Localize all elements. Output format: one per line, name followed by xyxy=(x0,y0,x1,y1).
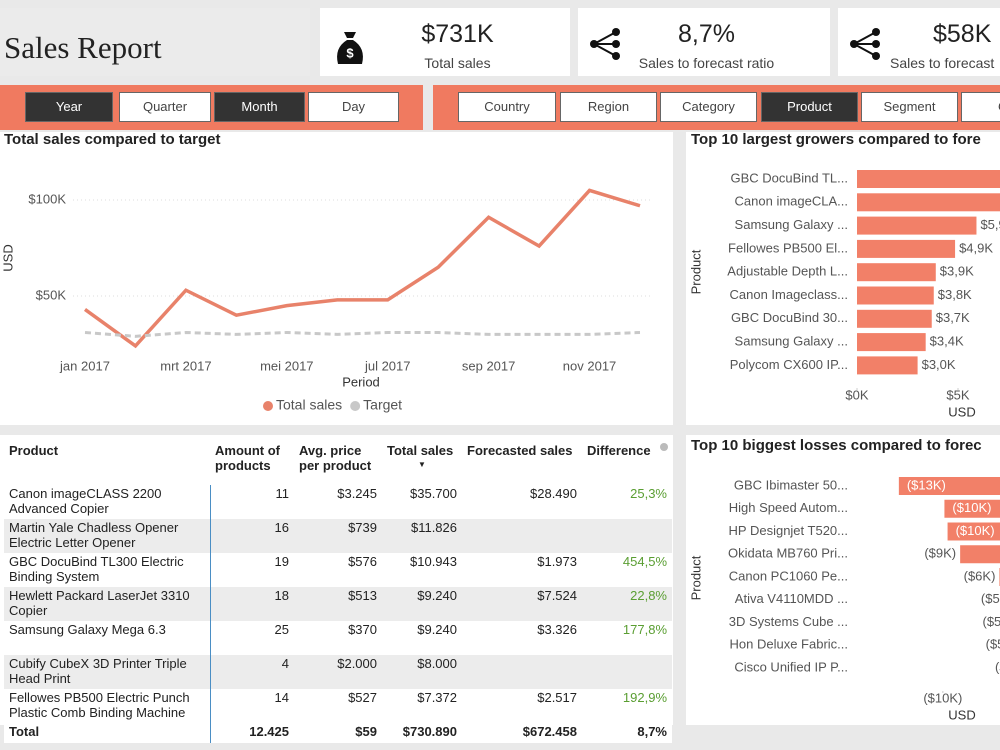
table-cell: $28.490 xyxy=(530,486,577,501)
table-cell: $7.524 xyxy=(462,587,582,621)
kpi-value: 8,7% xyxy=(678,20,735,48)
slicer-button[interactable]: Region xyxy=(560,92,657,122)
slicer-button[interactable]: Month xyxy=(214,92,305,122)
table-row: Canon imageCLASS 2200 Advanced Copier 11 $… xyxy=(4,485,672,519)
table-cell: 177,8% xyxy=(622,622,667,637)
table-row: Martin Yale Chadless Opener Electric Let… xyxy=(4,519,672,553)
table-cell: $576 xyxy=(348,554,377,569)
column-header[interactable]: Forecasted sales xyxy=(467,443,573,458)
table-cell: $730.890 xyxy=(382,723,462,743)
scroll-dot xyxy=(660,443,668,451)
losses-panel xyxy=(686,435,1000,725)
column-header[interactable]: Difference xyxy=(587,443,651,458)
table-cell xyxy=(462,519,582,553)
table-cell: Samsung Galaxy Mega 6.3 xyxy=(4,621,211,655)
table-row: Hewlett Packard LaserJet 3310 Copier 18 $5… xyxy=(4,587,672,621)
table-cell: Hewlett Packard LaserJet 3310 Copier xyxy=(4,587,211,621)
svg-text:$: $ xyxy=(346,45,354,60)
kpi-label: Total sales xyxy=(424,55,491,71)
table-cell: $672.458 xyxy=(462,723,582,743)
slicer-button[interactable]: Cus xyxy=(961,92,1000,122)
table-cell: 454,5% xyxy=(622,554,667,569)
line-panel xyxy=(0,132,673,425)
table-cell: $2.517 xyxy=(537,690,577,705)
table-cell: $35.700 xyxy=(410,486,457,501)
table-cell: Total xyxy=(4,723,211,743)
table-cell: $3.245 xyxy=(337,486,377,501)
table-cell xyxy=(582,655,672,689)
slicer-button[interactable]: Quarter xyxy=(119,92,211,122)
table-cell xyxy=(462,655,582,689)
table-cell: 4 xyxy=(210,655,294,689)
table-cell: $8.000 xyxy=(382,655,462,689)
table-cell: $370 xyxy=(348,622,377,637)
money-icon: $ xyxy=(337,32,363,64)
column-header[interactable]: Total sales xyxy=(382,440,462,485)
table-cell: Canon imageCLASS 2200 Advanced Copier xyxy=(4,485,211,519)
share-icon xyxy=(590,28,620,60)
column-header[interactable]: Avg. price per product xyxy=(299,443,372,473)
kpi-card: $58K Sales to forecast xyxy=(838,8,1000,76)
table-row: GBC DocuBind TL300 Electric Binding Syst… xyxy=(4,553,672,587)
table-row: Cubify CubeX 3D Printer Triple Head Prin… xyxy=(4,655,672,689)
table-cell: 22,8% xyxy=(582,587,672,621)
slicer-button[interactable]: Day xyxy=(308,92,399,122)
table-row: Samsung Galaxy Mega 6.3 25 $370 $9.240 $3.32… xyxy=(4,621,672,655)
table-cell: GBC DocuBind TL300 Electric Binding Syst… xyxy=(4,553,211,587)
table-row: Fellowes PB500 Electric Punch Plastic Co… xyxy=(4,689,672,723)
table-cell: 192,9% xyxy=(622,690,667,705)
header-row: Product Amount of products Avg. price per … xyxy=(4,440,672,485)
table-cell: $10.943 xyxy=(410,554,457,569)
table-cell: Martin Yale Chadless Opener Electric Let… xyxy=(4,519,211,553)
table-cell: $9.240 xyxy=(382,587,462,621)
table-cell: $3.326 xyxy=(537,622,577,637)
growers-panel xyxy=(686,132,1000,425)
slicer-button[interactable]: Product xyxy=(761,92,858,122)
table-cell: Cubify CubeX 3D Printer Triple Head Prin… xyxy=(4,655,211,689)
table-cell: $1.973 xyxy=(537,554,577,569)
table-cell: 11 xyxy=(275,486,290,501)
table-cell: $739 xyxy=(294,519,382,553)
table-cell: 18 xyxy=(210,587,294,621)
table-cell: $11.826 xyxy=(382,519,462,553)
kpi-label: Sales to forecast xyxy=(890,55,995,71)
column-header[interactable]: Product xyxy=(9,443,59,458)
header: Sales Report xyxy=(0,8,310,76)
kpi-label: Sales to forecast ratio xyxy=(638,55,775,71)
kpi-card: 8,7% Sales to forecast ratio xyxy=(578,8,830,76)
table-cell: $527 xyxy=(348,690,377,705)
table-cell: 14 xyxy=(274,690,289,705)
time-slicer: Year Quarter Month Day xyxy=(0,85,423,130)
table-cell: 12.425 xyxy=(210,723,294,743)
share-icon xyxy=(850,28,880,60)
slicer-button[interactable]: Year xyxy=(25,92,113,122)
kpi-card: $ $731K Total sales xyxy=(320,8,570,76)
table-cell: $7.372 xyxy=(417,690,457,705)
report-title: Sales Report xyxy=(4,30,162,65)
table-cell: $59 xyxy=(294,723,382,743)
column-header[interactable]: Amount of products xyxy=(215,443,280,473)
table-cell: 8,7% xyxy=(582,723,672,743)
slicer-button[interactable]: Category xyxy=(660,92,757,122)
kpi-value: $58K xyxy=(933,20,992,48)
table-cell xyxy=(582,519,672,553)
table-cell: 25,3% xyxy=(630,486,667,501)
slicer-button[interactable]: Country xyxy=(458,92,556,122)
dimension-slicer: CountryRegionCategoryProductSegmentCus xyxy=(433,85,1000,130)
sales-table: Product Amount of products Avg. price per … xyxy=(4,440,672,743)
table-cell: $513 xyxy=(294,587,382,621)
table-cell: 25 xyxy=(274,622,289,637)
table-cell: Fellowes PB500 Electric Punch Plastic Co… xyxy=(4,689,211,723)
table-cell: 16 xyxy=(210,519,294,553)
table-cell: 19 xyxy=(274,554,289,569)
total-row: Total 12.425 $59 $730.890 $672.458 8,7% xyxy=(4,723,672,743)
slicer-button[interactable]: Segment xyxy=(861,92,958,122)
kpi-value: $731K xyxy=(421,20,494,48)
table-cell: $2.000 xyxy=(294,655,382,689)
table-cell: $9.240 xyxy=(417,622,457,637)
